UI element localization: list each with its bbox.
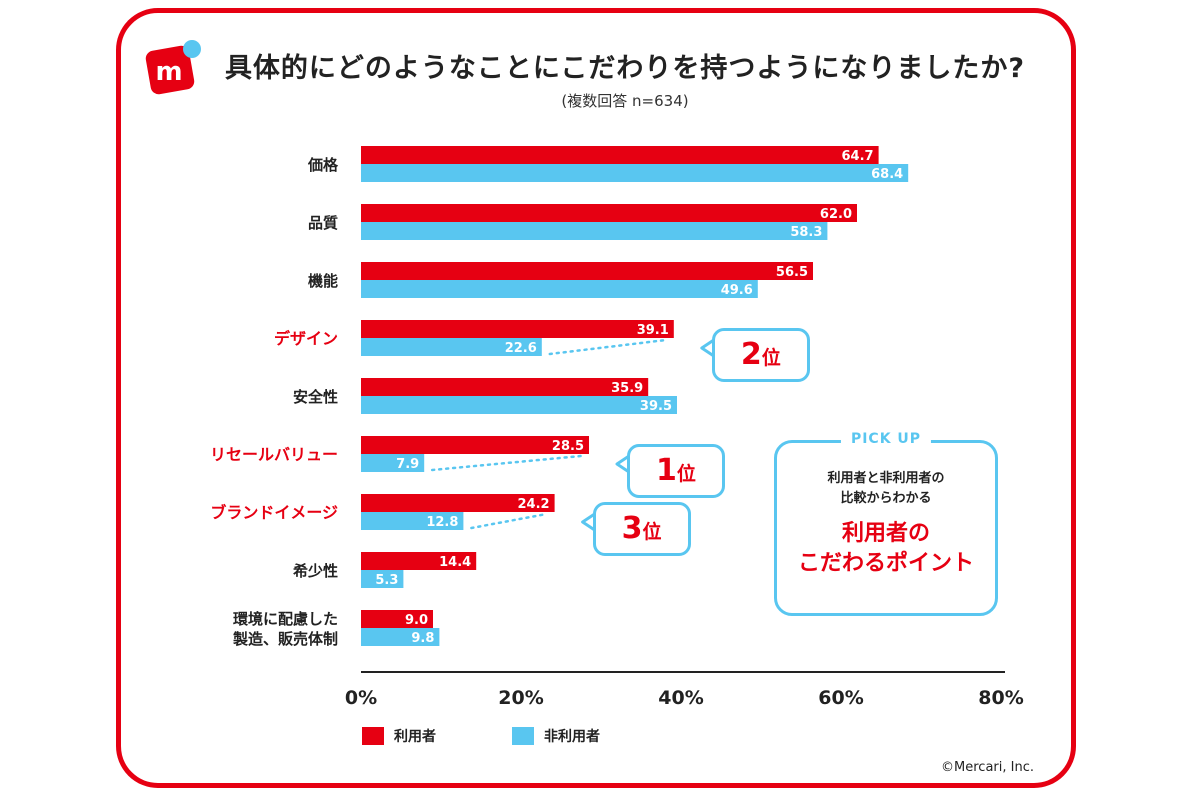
legend-label-nonusers: 非利用者 — [544, 729, 600, 745]
bar-nonusers — [361, 280, 758, 298]
legend-swatch-nonusers — [512, 727, 534, 745]
category-label: 品質 — [308, 214, 338, 232]
bar-nonusers — [361, 396, 677, 414]
x-tick-label: 40% — [658, 687, 703, 709]
legend-swatch-users — [362, 727, 384, 745]
data-label: 5.3 — [375, 573, 398, 588]
x-tick-label: 80% — [978, 687, 1023, 709]
rank-callout: 1位 — [627, 444, 725, 498]
x-tick-label: 20% — [498, 687, 543, 709]
data-label: 64.7 — [842, 149, 874, 164]
bar-users — [361, 204, 857, 222]
callout-connector — [548, 338, 668, 356]
pickup-line-1: 利用者と非利用者の — [827, 471, 945, 486]
data-label: 24.2 — [518, 497, 550, 512]
data-label: 56.5 — [776, 265, 808, 280]
category-label: 安全性 — [293, 388, 338, 406]
legend-item-nonusers: 非利用者 — [512, 726, 600, 746]
bar-users — [361, 378, 649, 396]
rank-callout: 2位 — [711, 328, 810, 382]
bar-users — [361, 436, 589, 454]
data-label: 49.6 — [721, 283, 753, 298]
data-label: 12.8 — [426, 515, 458, 530]
rank-number: 3 — [621, 511, 643, 546]
category-label: 環境に配慮した製造、販売体制 — [232, 610, 338, 648]
data-label: 22.6 — [505, 341, 537, 356]
data-label: 35.9 — [611, 381, 643, 396]
x-tick-label: 60% — [818, 687, 863, 709]
bar-nonusers — [361, 338, 542, 356]
bar-users — [361, 262, 813, 280]
svg-text:m: m — [155, 57, 182, 87]
bar-users — [361, 552, 477, 570]
category-label: 希少性 — [293, 562, 338, 580]
pickup-line-2: 比較からわかる — [840, 491, 932, 506]
bar-users — [361, 494, 555, 512]
outer-frame — [116, 8, 1076, 788]
legend-label-users: 利用者 — [394, 729, 436, 745]
rank-unit: 位 — [642, 521, 662, 543]
bar-nonusers — [361, 164, 909, 182]
chart-subtitle: (複数回答 n=634) — [561, 92, 689, 110]
bar-users — [361, 610, 433, 628]
bar-nonusers — [361, 628, 440, 646]
rank-number: 1 — [656, 453, 677, 488]
chart-title: 具体的にどのようなことにこだわりを持つようになりましたか? — [224, 53, 1026, 84]
callout-connector — [470, 512, 548, 530]
copyright-credit: ©Mercari, Inc. — [941, 760, 1034, 775]
rank-callout: 3位 — [592, 502, 691, 556]
bar-users — [361, 320, 674, 338]
pickup-tag: PICK UP — [840, 431, 932, 447]
category-label: デザイン — [274, 329, 338, 348]
rank-unit: 位 — [761, 347, 781, 369]
data-label: 58.3 — [790, 225, 822, 240]
bar-nonusers — [361, 454, 425, 472]
category-label: 機能 — [308, 272, 338, 290]
bar-nonusers — [361, 570, 404, 588]
data-label: 28.5 — [552, 439, 584, 454]
mercari-logo-icon: m — [145, 40, 201, 95]
category-label: 価格 — [307, 156, 339, 174]
rank-number: 2 — [740, 337, 762, 372]
rank-unit: 位 — [676, 463, 696, 485]
data-label: 39.1 — [637, 323, 669, 338]
data-label: 14.4 — [439, 555, 471, 570]
data-label: 9.0 — [405, 613, 428, 628]
pickup-main-2: こだわるポイント — [797, 551, 974, 576]
pickup-main-1: 利用者の — [841, 521, 930, 546]
legend-item-users: 利用者 — [362, 726, 436, 746]
category-label: ブランドイメージ — [210, 503, 338, 522]
callout-connector — [430, 454, 583, 472]
bar-nonusers — [361, 512, 464, 530]
data-label: 9.8 — [411, 631, 434, 646]
data-label: 68.4 — [871, 167, 903, 182]
bar-nonusers — [361, 222, 828, 240]
pickup-box: PICK UP 利用者と非利用者の 比較からわかる 利用者の こだわるポイント — [774, 431, 998, 616]
data-label: 7.9 — [396, 457, 419, 472]
category-label: リセールバリュー — [210, 445, 338, 464]
x-tick-label: 0% — [345, 687, 377, 709]
data-label: 39.5 — [640, 399, 672, 414]
data-label: 62.0 — [820, 207, 852, 222]
bar-users — [361, 146, 879, 164]
